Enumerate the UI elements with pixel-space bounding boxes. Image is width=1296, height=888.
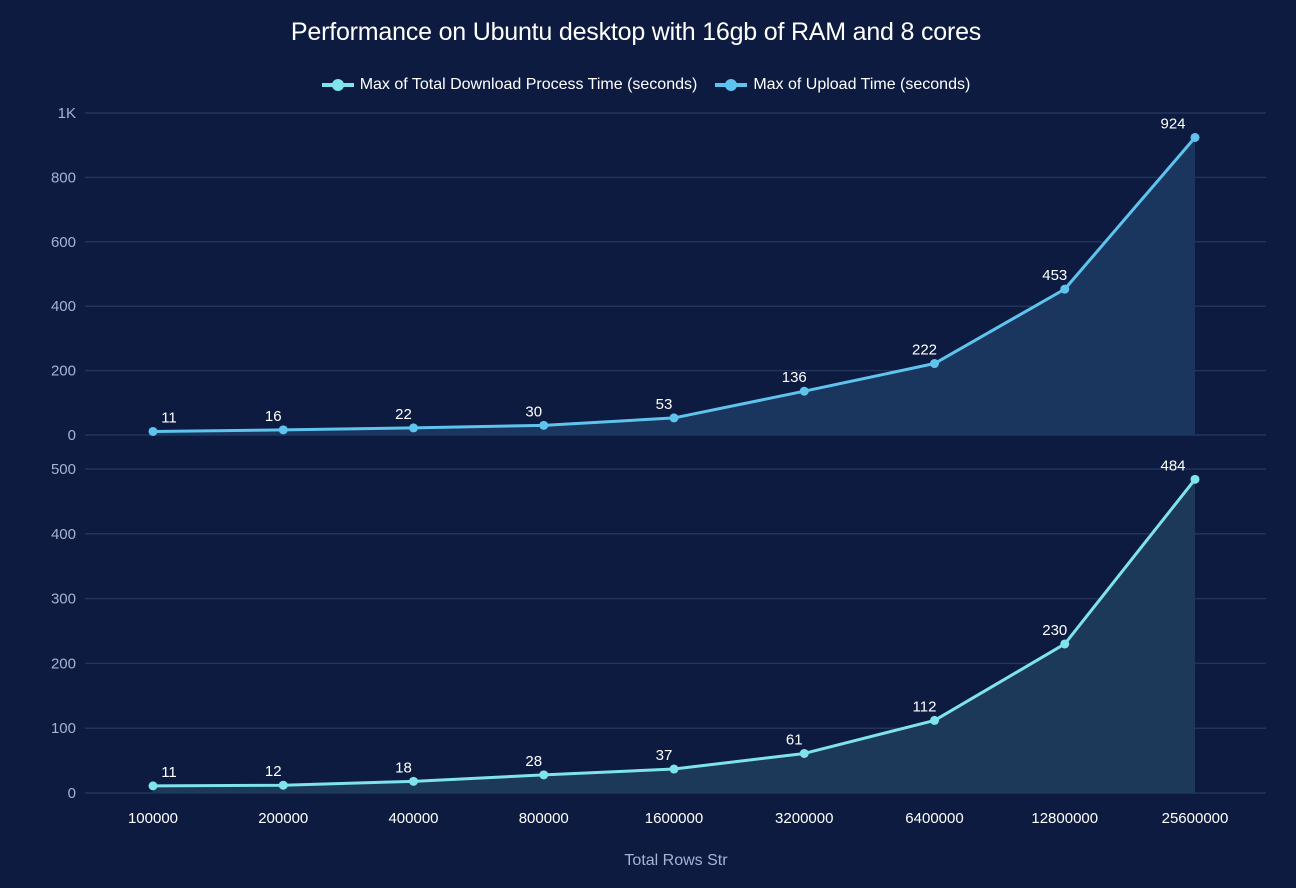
data-point: [278, 425, 288, 435]
data-label: 12: [265, 763, 282, 780]
data-point: [930, 715, 939, 725]
data-point: [409, 776, 418, 786]
data-label: 22: [395, 406, 412, 423]
y-tick-label: 500: [51, 461, 76, 478]
data-label: 18: [395, 759, 412, 776]
x-tick-label: 100000: [128, 810, 178, 827]
y-tick-label: 0: [68, 427, 76, 444]
data-point: [1190, 132, 1200, 142]
data-point: [799, 748, 809, 758]
y-tick-label: 800: [51, 169, 76, 186]
data-label: 11: [161, 409, 177, 426]
y-tick-label: 200: [51, 363, 76, 380]
data-label: 53: [656, 396, 673, 413]
x-tick-label: 400000: [388, 810, 438, 827]
y-tick-label: 600: [51, 234, 76, 251]
x-axis-title: Total Rows Str: [624, 852, 728, 869]
chart-title: Performance on Ubuntu desktop with 16gb …: [290, 18, 982, 46]
data-point: [669, 413, 679, 423]
data-label: 61: [786, 731, 803, 748]
data-label: 230: [1042, 622, 1067, 639]
legend-label-download: Max of Total Download Process Time (seco…: [359, 76, 698, 93]
y-tick-label: 200: [51, 655, 76, 672]
data-point: [148, 781, 158, 791]
data-label: 136: [782, 369, 807, 386]
legend: Max of Total Download Process Time (seco…: [0, 76, 1292, 94]
series-area: [153, 137, 1195, 436]
legend-item-upload[interactable]: Max of Upload Time (seconds): [715, 76, 970, 94]
data-point: [1060, 284, 1070, 294]
data-point: [1060, 639, 1070, 649]
data-label: 453: [1042, 267, 1067, 284]
y-tick-label: 400: [51, 298, 76, 315]
series-area: [153, 479, 1195, 793]
x-tick-label: 1600000: [645, 810, 703, 827]
data-point: [1190, 474, 1200, 484]
data-point: [539, 420, 549, 430]
x-tick-label: 800000: [519, 810, 569, 827]
y-tick-label: 400: [51, 526, 76, 543]
x-tick-label: 3200000: [775, 810, 833, 827]
data-point: [278, 780, 288, 790]
legend-label-upload: Max of Upload Time (seconds): [753, 76, 971, 93]
y-tick-label: 100: [51, 720, 76, 737]
x-tick-label: 25600000: [1162, 810, 1229, 827]
data-point: [799, 386, 809, 396]
data-label: 11: [161, 764, 177, 781]
x-tick-label: 6400000: [905, 810, 963, 827]
data-point: [669, 764, 679, 774]
data-label: 37: [656, 747, 673, 764]
legend-marker-upload-icon: [715, 79, 748, 91]
data-label: 112: [913, 698, 937, 715]
data-point: [148, 426, 158, 436]
y-tick-label: 0: [68, 785, 76, 802]
y-tick-label: 1K: [58, 105, 76, 122]
data-point: [409, 423, 418, 433]
y-tick-label: 300: [51, 591, 76, 608]
data-label: 924: [1160, 115, 1185, 132]
legend-item-download[interactable]: Max of Total Download Process Time (seco…: [321, 76, 698, 94]
data-label: 222: [912, 342, 937, 359]
data-point: [539, 770, 549, 780]
data-point: [930, 359, 939, 369]
x-tick-label: 200000: [258, 810, 308, 827]
data-label: 16: [265, 408, 282, 425]
x-tick-label: 12800000: [1031, 810, 1098, 827]
data-label: 30: [525, 403, 542, 420]
data-label: 484: [1160, 457, 1185, 474]
data-label: 28: [525, 753, 542, 770]
legend-marker-download-icon: [321, 79, 354, 91]
